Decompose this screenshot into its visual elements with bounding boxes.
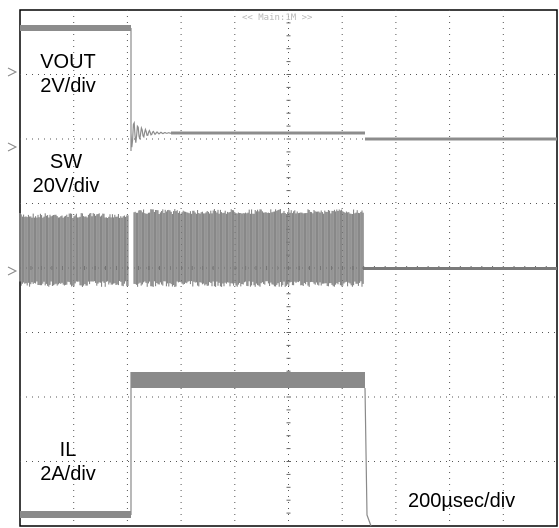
il-low-band xyxy=(20,511,131,518)
vout-ringing xyxy=(130,28,179,151)
sw-flat-band xyxy=(364,267,557,270)
vout-settled-band xyxy=(171,131,365,135)
acquisition-mode-label: << Main:1M >> xyxy=(242,13,313,23)
sw-scale: 20V/div xyxy=(32,175,100,197)
vout-scale: 2V/div xyxy=(40,75,96,97)
il-channel-label: IL 2A/div xyxy=(26,438,110,486)
sw-name: SW xyxy=(49,151,83,173)
vout-channel-label: VOUT 2V/div xyxy=(26,50,110,98)
vout-high-band xyxy=(20,25,131,31)
il-scale: 2A/div xyxy=(40,463,96,485)
vout-name: VOUT xyxy=(40,51,96,73)
waveform-traces xyxy=(19,25,557,527)
vout-ref-marker xyxy=(7,67,18,77)
il-high-band xyxy=(131,372,365,388)
il-fall-edge xyxy=(364,387,372,527)
sw-ref-marker xyxy=(7,142,18,152)
il-name: IL xyxy=(59,439,77,461)
sw-switching-band xyxy=(19,209,364,287)
sw-channel-label: SW 20V/div xyxy=(16,150,116,198)
il-ref-marker xyxy=(7,266,18,276)
channel-markers xyxy=(7,67,18,276)
vout-after-step-band xyxy=(365,137,557,141)
timebase-label: 200µsec/div xyxy=(408,490,516,512)
